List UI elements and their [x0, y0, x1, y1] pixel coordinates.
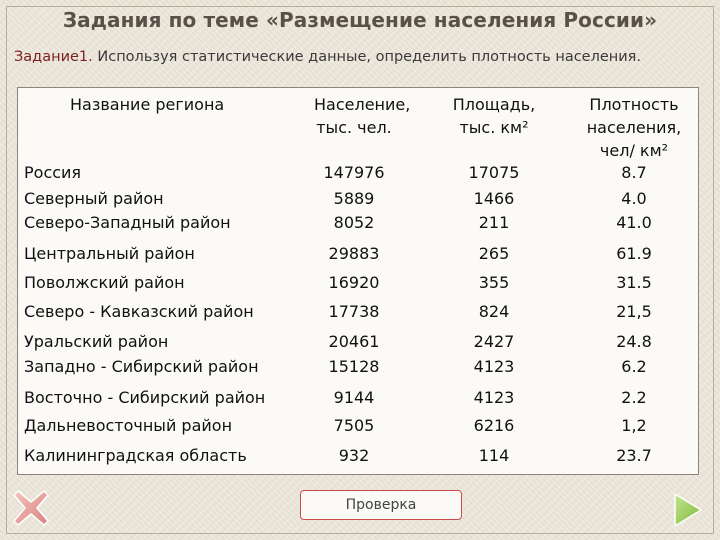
cell-population: 147976 [323, 163, 385, 182]
cell-area: 17075 [468, 163, 520, 182]
cell-density: 31.5 [616, 273, 652, 292]
cell-area: 265 [478, 244, 510, 263]
cell-region-name: Россия [24, 163, 82, 182]
check-button[interactable]: Проверка [300, 490, 462, 520]
cell-density: 23.7 [616, 446, 652, 465]
cell-area: 355 [478, 273, 510, 292]
cell-area: 824 [478, 302, 510, 321]
header-area: Площадь, тыс. км² [452, 95, 536, 137]
cell-region-name: Дальневосточный район [24, 416, 233, 435]
cell-density: 21,5 [616, 302, 652, 321]
play-next-icon[interactable] [667, 490, 707, 530]
header-density: Плотность населения, чел/ км² [586, 95, 682, 160]
cell-area: 4123 [473, 388, 515, 407]
data-table: Название региона Население, тыс. чел. Пл… [17, 87, 699, 475]
cell-density: 8.7 [621, 163, 647, 182]
cell-density: 1,2 [621, 416, 647, 435]
cell-area: 4123 [473, 357, 515, 376]
cell-density: 41.0 [616, 213, 652, 232]
cell-population: 7505 [333, 416, 375, 435]
cell-population: 932 [338, 446, 370, 465]
cell-density: 61.9 [616, 244, 652, 263]
header-population: Население, тыс. чел. [314, 95, 411, 137]
cell-region-name: Северный район [24, 189, 164, 208]
cell-region-name: Восточно - Сибирский район [24, 388, 266, 407]
cell-region-name: Западно - Сибирский район [24, 357, 259, 376]
cell-population: 17738 [328, 302, 380, 321]
task-description: Используя статистические данные, определ… [92, 49, 642, 65]
page-title: Задания по теме «Размещение населения Ро… [62, 8, 658, 32]
cell-region-name: Северо - Кавказский район [24, 302, 254, 321]
cell-population: 20461 [328, 332, 380, 351]
cell-area: 6216 [473, 416, 515, 435]
cell-region-name: Северо-Западный район [24, 213, 231, 232]
task-label: Задание1. [14, 49, 93, 65]
cell-population: 15128 [328, 357, 380, 376]
cell-population: 16920 [328, 273, 380, 292]
cell-region-name: Центральный район [24, 244, 195, 263]
cell-area: 211 [478, 213, 510, 232]
cell-density: 6.2 [621, 357, 647, 376]
cell-population: 8052 [333, 213, 375, 232]
cell-region-name: Калининградская область [24, 446, 247, 465]
cell-region-name: Поволжский район [24, 273, 185, 292]
cell-population: 5889 [333, 189, 375, 208]
header-region-name: Название региона [70, 95, 225, 114]
cell-area: 1466 [473, 189, 515, 208]
task-text: Задание1. Используя статистические данны… [14, 49, 714, 65]
cell-area: 2427 [473, 332, 515, 351]
cell-region-name: Уральский район [24, 332, 169, 351]
cell-density: 2.2 [621, 388, 647, 407]
close-icon[interactable] [10, 487, 52, 529]
cell-population: 9144 [333, 388, 375, 407]
cell-population: 29883 [328, 244, 380, 263]
cell-density: 24.8 [616, 332, 652, 351]
cell-density: 4.0 [621, 189, 647, 208]
cell-area: 114 [478, 446, 510, 465]
